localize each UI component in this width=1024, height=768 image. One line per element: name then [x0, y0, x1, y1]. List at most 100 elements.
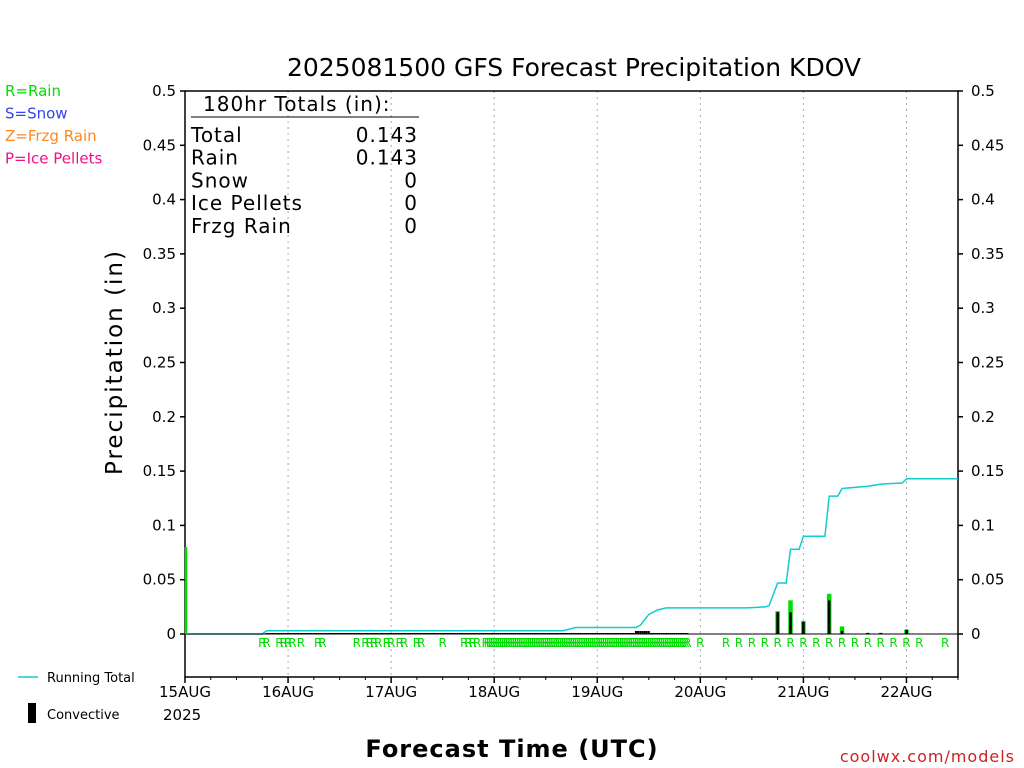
y-tick-label-left: 0	[166, 625, 176, 643]
y-tick-label-left: 0.2	[152, 408, 176, 426]
precip-type-marker: R	[655, 636, 663, 650]
precip-type-marker: R	[514, 636, 522, 650]
precip-type-marker: R	[417, 636, 425, 650]
y-tick-label-left: 0.4	[152, 191, 176, 209]
precip-type-marker: R	[284, 636, 292, 650]
x-axis-label: Forecast Time (UTC)	[365, 735, 658, 763]
precip-type-marker: R	[552, 636, 560, 650]
precip-type-marker: R	[501, 636, 509, 650]
precip-type-marker: R	[557, 636, 565, 650]
precip-type-marker: R	[612, 636, 620, 650]
totals-row-label: Ice Pellets	[191, 191, 303, 215]
convective-bar	[789, 612, 792, 634]
precip-type-marker: R	[494, 636, 502, 650]
precip-type-marker: R	[593, 636, 601, 650]
precip-type-marker: R	[565, 636, 573, 650]
precip-type-marker: R	[563, 636, 571, 650]
precip-type-marker: R	[748, 636, 756, 650]
precip-type-marker: R	[902, 636, 910, 650]
precip-type-marker: R	[812, 636, 820, 650]
precip-type-marker: R	[383, 636, 391, 650]
precip-type-marker: R	[559, 636, 567, 650]
plot-frame	[184, 90, 959, 678]
y-tick-label-left: 0.45	[143, 136, 176, 154]
precip-type-marker: R	[889, 636, 897, 650]
precip-type-marker: R	[490, 636, 498, 650]
convective-bar	[866, 632, 870, 634]
precip-type-marker: R	[318, 636, 326, 650]
precip-type-marker: R	[587, 636, 595, 650]
precip-type-marker: R	[864, 636, 872, 650]
y-tick-label-right: 0.35	[971, 245, 1004, 263]
precip-type-marker: R	[773, 636, 781, 650]
precip-type-marker: R	[877, 636, 885, 650]
precip-type-marker: R	[314, 636, 322, 650]
series-legend: Running Total Convective	[18, 671, 135, 723]
precip-type-marker: R	[522, 636, 530, 650]
trace-bar	[639, 631, 642, 634]
precip-type-marker: R	[645, 636, 653, 650]
totals-row-label: Total	[190, 123, 243, 147]
y-tick-label-left: 0.3	[152, 299, 176, 317]
precip-type-marker: R	[638, 636, 646, 650]
precip-type-marker: R	[673, 636, 681, 650]
precip-type-marker: R	[625, 636, 633, 650]
precip-type-marker: R	[786, 636, 794, 650]
precip-type-marker: R	[486, 636, 494, 650]
precip-type-marker: R	[679, 636, 687, 650]
chart-title: 2025081500 GFS Forecast Precipitation KD…	[287, 53, 861, 82]
precip-type-legend-item: Z=Frzg Rain	[5, 127, 97, 145]
y-tick-label-right: 0.4	[971, 191, 995, 209]
precip-type-marker: R	[505, 636, 513, 650]
precip-type-marker: R	[602, 636, 610, 650]
trace-bar	[645, 631, 648, 634]
precip-type-marker: R	[509, 636, 517, 650]
precip-type-marker: R	[851, 636, 859, 650]
precip-type-marker: R	[761, 636, 769, 650]
running-total-line	[185, 477, 958, 635]
precip-type-marker: R	[507, 636, 515, 650]
precip-type-marker: R	[576, 636, 584, 650]
precip-type-marker: R	[484, 636, 492, 650]
precip-type-marker: R	[529, 636, 537, 650]
y-tick-label-right: 0.3	[971, 299, 995, 317]
convective-bar	[776, 612, 779, 634]
x-tick-label: 15AUG	[159, 683, 211, 701]
convective-legend-swatch	[28, 703, 36, 723]
y-tick-label-left: 0.05	[143, 571, 176, 589]
x-tick-label: 21AUG	[777, 683, 829, 701]
precip-type-marker: R	[636, 636, 644, 650]
precip-type-marker: R	[488, 636, 496, 650]
precip-type-marker: R	[621, 636, 629, 650]
trace-bar	[641, 631, 644, 634]
precip-type-marker: R	[617, 636, 625, 650]
precip-type-marker: R	[668, 636, 676, 650]
precip-type-marker: R	[651, 636, 659, 650]
precip-type-marker: R	[585, 636, 593, 650]
x-tick-label: 22AUG	[880, 683, 932, 701]
precip-type-marker: R	[531, 636, 539, 650]
y-tick-label-right: 0.45	[971, 136, 1004, 154]
precip-type-marker: R	[574, 636, 582, 650]
precip-type-marker: R	[288, 636, 296, 650]
precip-type-marker: R	[675, 636, 683, 650]
precip-type-marker: R	[597, 636, 605, 650]
x-tick-label: 17AUG	[365, 683, 417, 701]
vertical-gridlines	[287, 91, 907, 677]
convective-bar	[905, 629, 908, 634]
y-tick-label-left: 0.15	[143, 462, 176, 480]
precip-type-marker: R	[623, 636, 631, 650]
totals-row-label: Rain	[191, 146, 239, 170]
precip-type-marker: R	[546, 636, 554, 650]
totals-row-label: Frzg Rain	[191, 214, 292, 238]
precip-type-marker: R	[569, 636, 577, 650]
precip-type-marker: R	[438, 636, 446, 650]
credit-link[interactable]: coolwx.com/models	[840, 747, 1015, 766]
precip-type-marker: R	[696, 636, 704, 650]
precip-type-marker: R	[353, 636, 361, 650]
precip-type-marker: R	[518, 636, 526, 650]
precip-type-marker: R	[677, 636, 685, 650]
y-tick-label-right: 0	[971, 625, 981, 643]
convective-bar	[802, 622, 805, 634]
